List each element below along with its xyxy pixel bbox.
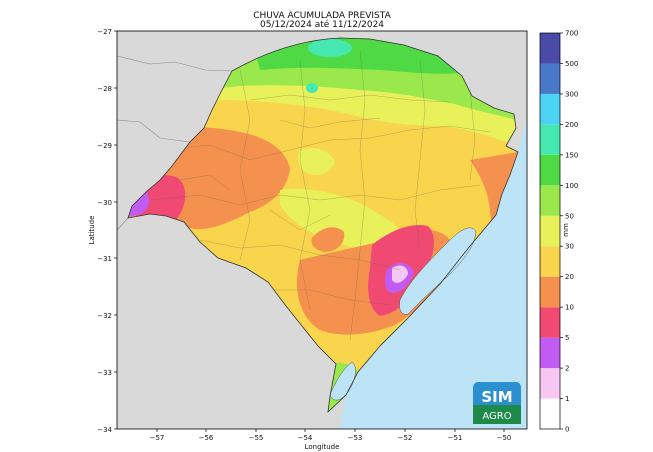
colorbar-swatch [540,337,560,369]
x-axis-label: Longitude [305,443,340,451]
colorbar-swatch [540,33,560,64]
colorbar-unit-label: mm [562,223,570,237]
map-title: CHUVA ACUMULADA PREVISTA [253,11,391,21]
y-tick-label: −32 [97,312,112,320]
y-axis-label: Latitude [88,216,96,245]
colorbar-swatch [540,246,560,277]
colorbar-swatch [540,307,560,338]
colorbar-tick-label: 500 [565,60,578,68]
colorbar-tick-label: 1 [565,395,569,403]
map-border [116,30,528,430]
colorbar-swatch [540,154,560,186]
x-tick-label: −51 [448,434,463,442]
map-subtitle: 05/12/2024 até 11/12/2024 [259,20,385,30]
x-tick-label: −54 [298,434,313,442]
colorbar-tick-label: 50 [565,212,574,220]
x-tick-label: −57 [150,434,165,442]
y-tick-label: −33 [97,369,112,377]
x-tick-label: −50 [497,434,512,442]
y-tick-label: −27 [97,28,112,36]
y-tick-label: −30 [97,199,112,207]
colorbar-swatch [540,93,560,125]
colorbar-tick-label: 5 [565,334,569,342]
colorbar-swatch [540,398,560,429]
colorbar-tick-label: 700 [565,30,578,38]
border-santa-catarina [117,55,233,72]
colorbar-tick-label: 0 [565,426,569,434]
y-tick-label: −31 [97,255,112,263]
colorbar-tick-label: 100 [565,182,578,190]
border-uruguay [117,217,129,231]
colorbar-swatch [540,215,560,247]
lagoa-dos-patos [399,227,477,315]
colorbar: 0 1 2 5 10 20 30 50 100 150 200 300 500 700 [539,30,578,434]
logo-text-sim: SIM [481,388,512,406]
atlantic-ocean [340,118,527,429]
border-argentina [117,119,191,143]
colorbar-tick-label: 150 [565,151,578,159]
colorbar-swatch [540,124,560,155]
colorbar-tick-label: 20 [565,273,574,281]
state-outline-rs [127,37,519,414]
colorbar-swatch [540,368,560,399]
colorbar-tick-label: 2 [565,365,569,373]
colorbar-tick-label: 200 [565,121,578,129]
y-tick-label: −28 [97,85,112,93]
colorbar-tick-label: 300 [565,90,578,98]
colorbar-swatch [540,276,560,308]
x-tick-label: −52 [398,434,413,442]
colorbar-tick-label: 30 [565,243,574,251]
x-tick-label: −56 [199,434,214,442]
colorbar-swatch [540,63,560,94]
y-axis [114,30,117,430]
y-tick-label: −29 [97,142,112,150]
x-tick-label: −53 [348,434,363,442]
logo-text-agro: AGRO [482,411,511,422]
x-axis [156,429,505,432]
colorbar-tick-label: 10 [565,304,574,312]
colorbar-swatch [540,185,560,216]
lagoa-mirim [329,361,356,401]
sim-agro-logo: SIM AGRO [473,382,521,424]
y-tick-label: −34 [97,426,112,434]
x-tick-label: −55 [249,434,264,442]
colorbar-frame [539,32,561,430]
